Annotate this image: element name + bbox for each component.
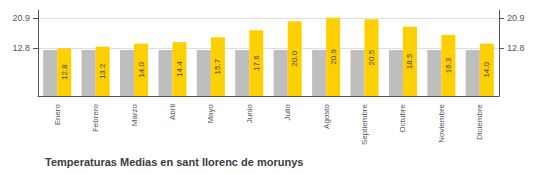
svg-text:17.6: 17.6 [252, 55, 261, 71]
svg-text:Diciembre: Diciembre [475, 103, 484, 140]
svg-text:Febrero: Febrero [91, 103, 100, 132]
svg-text:20.9: 20.9 [329, 49, 338, 65]
svg-text:18.5: 18.5 [405, 53, 414, 69]
svg-text:20.0: 20.0 [290, 50, 299, 66]
svg-text:Marzo: Marzo [130, 103, 139, 126]
svg-text:15.7: 15.7 [213, 58, 222, 74]
svg-text:20.5: 20.5 [367, 49, 376, 65]
svg-text:Temperaturas Medias en sant ll: Temperaturas Medias en sant llorenc de m… [45, 156, 303, 168]
svg-text:12.8: 12.8 [12, 43, 30, 53]
svg-text:Agosto: Agosto [322, 103, 331, 128]
svg-text:20.9: 20.9 [507, 13, 525, 23]
svg-text:Julio: Julio [283, 103, 292, 120]
svg-text:14.4: 14.4 [175, 61, 184, 77]
svg-text:14.0: 14.0 [137, 61, 146, 77]
svg-text:20.9: 20.9 [12, 13, 30, 23]
svg-text:14.0: 14.0 [482, 61, 491, 77]
svg-text:Septiembre: Septiembre [360, 103, 369, 144]
svg-text:Octubre: Octubre [398, 103, 407, 132]
svg-text:Junio: Junio [245, 103, 254, 123]
svg-text:Abril: Abril [168, 104, 177, 120]
svg-text:13.2: 13.2 [98, 63, 107, 79]
svg-text:16.3: 16.3 [444, 57, 453, 73]
svg-text:Enero: Enero [53, 103, 62, 125]
svg-text:Noviembre: Noviembre [437, 103, 446, 142]
svg-text:12.8: 12.8 [60, 64, 69, 80]
svg-text:Mayo: Mayo [206, 103, 215, 123]
svg-text:12.8: 12.8 [507, 43, 525, 53]
